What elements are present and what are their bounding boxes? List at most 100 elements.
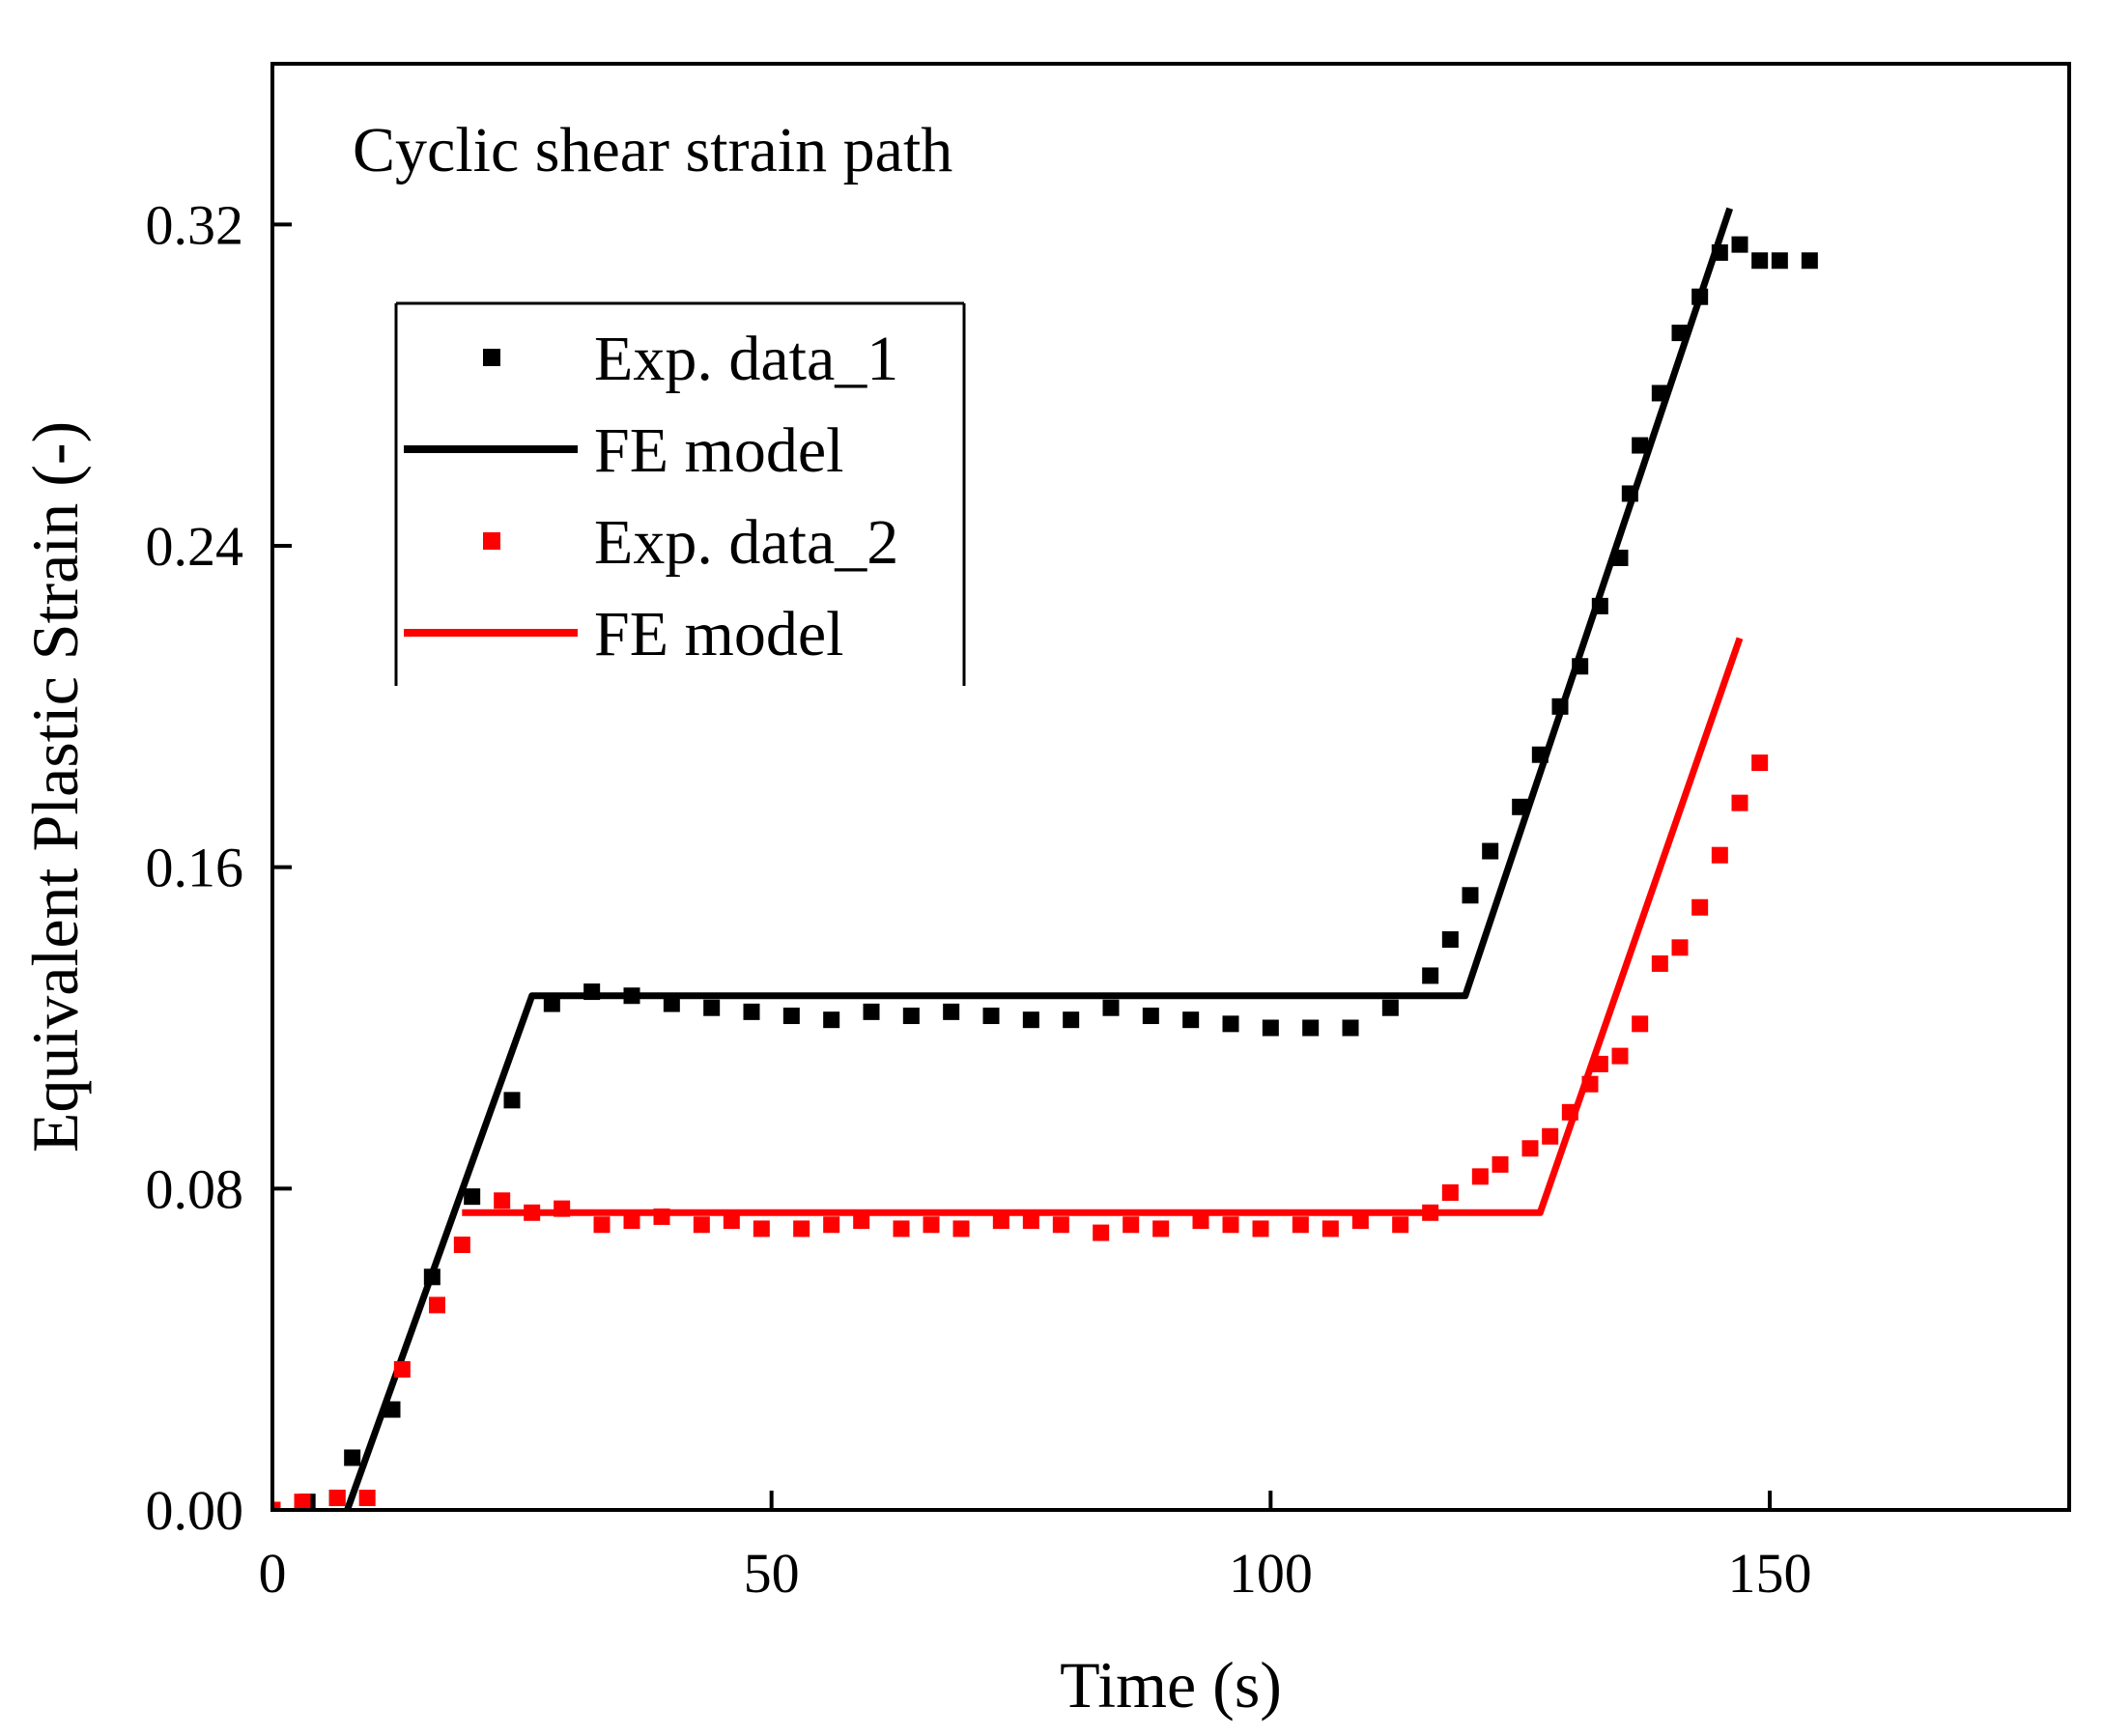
data-point-exp-data-2-2 <box>1123 1216 1140 1234</box>
axis-ticks: 0 50 100 150 0.00 0.08 0.16 0.24 0.32 <box>146 193 1812 1605</box>
data-point-exp-data-2-2 <box>294 1494 311 1510</box>
y-tick-label: 0.32 <box>146 193 244 256</box>
data-point-exp-data-2-2 <box>623 1212 640 1230</box>
data-point-exp-data-2-2 <box>1691 898 1709 916</box>
data-point-exp-data-1-0 <box>743 1003 760 1020</box>
legend-swatch-marker <box>483 349 500 366</box>
data-point-exp-data-2-2 <box>272 1501 281 1510</box>
legend-swatch-marker <box>483 532 500 550</box>
data-point-exp-data-1-0 <box>703 999 721 1016</box>
data-point-exp-data-2-2 <box>328 1490 346 1507</box>
data-point-exp-data-1-0 <box>464 1188 481 1206</box>
data-point-exp-data-2-2 <box>453 1237 470 1254</box>
data-point-exp-data-1-0 <box>1462 887 1479 904</box>
data-point-exp-data-1-0 <box>1441 931 1459 949</box>
data-point-exp-data-2-2 <box>693 1216 710 1234</box>
data-point-exp-data-2-2 <box>1152 1220 1170 1238</box>
plot-area <box>272 207 1818 1510</box>
data-point-exp-data-2-2 <box>893 1220 910 1238</box>
y-tick-label: 0.16 <box>146 837 244 899</box>
x-tick-label: 0 <box>259 1542 287 1605</box>
series-line-fe-model-3 <box>462 637 1744 1216</box>
legend-label: Exp. data_1 <box>594 324 898 394</box>
data-point-exp-data-2-2 <box>793 1220 810 1238</box>
data-point-exp-data-1-0 <box>1182 1011 1200 1029</box>
data-point-exp-data-2-2 <box>1632 1015 1649 1033</box>
data-point-exp-data-2-2 <box>1441 1183 1459 1201</box>
y-tick-label: 0.24 <box>146 515 244 578</box>
data-point-exp-data-1-0 <box>1302 1019 1320 1037</box>
data-point-exp-data-1-0 <box>663 995 680 1012</box>
data-point-exp-data-1-0 <box>344 1449 361 1466</box>
data-point-exp-data-1-0 <box>543 995 560 1012</box>
legend-label: Exp. data_2 <box>594 507 898 578</box>
legend-label: FE model <box>594 599 844 669</box>
data-point-exp-data-1-0 <box>1102 999 1120 1016</box>
data-point-exp-data-1-0 <box>1801 252 1818 270</box>
data-point-exp-data-2-2 <box>1651 954 1668 972</box>
data-point-exp-data-2-2 <box>1611 1047 1629 1065</box>
data-point-exp-data-1-0 <box>1022 1011 1039 1029</box>
plot-marks <box>272 207 1818 1510</box>
x-axis-title: Time (s) <box>1060 1648 1282 1722</box>
y-axis-title: Equivalent Plastic Strain (-) <box>18 421 92 1153</box>
data-point-exp-data-2-2 <box>923 1216 940 1234</box>
legend-label: FE model <box>594 415 844 486</box>
data-point-exp-data-2-2 <box>1731 794 1748 811</box>
data-point-exp-data-2-2 <box>1292 1216 1309 1234</box>
data-point-exp-data-2-2 <box>992 1212 1009 1230</box>
data-point-exp-data-2-2 <box>593 1216 611 1234</box>
data-point-exp-data-1-0 <box>1063 1011 1080 1029</box>
data-point-exp-data-1-0 <box>782 1008 800 1025</box>
data-point-exp-data-1-0 <box>1342 1019 1359 1037</box>
data-point-exp-data-2-2 <box>952 1220 970 1238</box>
data-point-exp-data-1-0 <box>863 1003 880 1020</box>
data-point-exp-data-2-2 <box>1052 1216 1069 1234</box>
data-point-exp-data-1-0 <box>982 1008 1000 1025</box>
y-tick-label: 0.00 <box>146 1479 244 1542</box>
x-tick-label: 50 <box>744 1542 800 1605</box>
data-point-exp-data-2-2 <box>1022 1212 1039 1230</box>
data-point-exp-data-1-0 <box>1422 967 1439 984</box>
data-point-exp-data-2-2 <box>753 1220 770 1238</box>
data-point-exp-data-2-2 <box>823 1216 840 1234</box>
legend: Exp. data_1 FE model Exp. data_2 FE model <box>394 301 966 686</box>
data-point-exp-data-2-2 <box>494 1192 511 1210</box>
data-point-exp-data-1-0 <box>1222 1015 1239 1033</box>
data-point-exp-data-2-2 <box>853 1212 870 1230</box>
data-point-exp-data-2-2 <box>1542 1127 1559 1145</box>
x-tick-label: 150 <box>1728 1542 1812 1605</box>
data-point-exp-data-2-2 <box>1471 1168 1489 1185</box>
data-point-exp-data-2-2 <box>1751 754 1769 772</box>
data-point-exp-data-2-2 <box>1711 846 1728 864</box>
data-point-exp-data-2-2 <box>1093 1224 1110 1241</box>
data-point-exp-data-2-2 <box>1392 1216 1409 1234</box>
chart-annotation: Cyclic shear strain path <box>353 115 952 185</box>
data-point-exp-data-2-2 <box>1192 1212 1209 1230</box>
data-point-exp-data-1-0 <box>1751 252 1769 270</box>
data-point-exp-data-2-2 <box>1351 1212 1369 1230</box>
data-point-exp-data-2-2 <box>1671 939 1689 956</box>
data-point-exp-data-2-2 <box>1222 1216 1239 1234</box>
plot-frame <box>270 62 2071 1512</box>
data-point-exp-data-2-2 <box>1521 1140 1539 1157</box>
x-tick-label: 100 <box>1229 1542 1313 1605</box>
data-point-exp-data-1-0 <box>1142 1008 1159 1025</box>
y-tick-label: 0.08 <box>146 1157 244 1220</box>
data-point-exp-data-1-0 <box>902 1008 920 1025</box>
data-point-exp-data-1-0 <box>1262 1019 1279 1037</box>
data-point-exp-data-1-0 <box>1771 252 1788 270</box>
data-point-exp-data-1-0 <box>1482 842 1499 860</box>
series-line-fe-model-1 <box>344 207 1734 1510</box>
data-point-exp-data-2-2 <box>358 1490 376 1507</box>
data-point-exp-data-2-2 <box>1321 1220 1339 1238</box>
data-point-exp-data-1-0 <box>823 1011 840 1029</box>
data-point-exp-data-1-0 <box>943 1003 960 1020</box>
data-point-exp-data-1-0 <box>503 1092 521 1109</box>
data-point-exp-data-2-2 <box>393 1360 411 1378</box>
data-point-exp-data-1-0 <box>1632 437 1649 454</box>
data-point-exp-data-1-0 <box>1731 236 1748 253</box>
data-point-exp-data-2-2 <box>1492 1155 1509 1173</box>
